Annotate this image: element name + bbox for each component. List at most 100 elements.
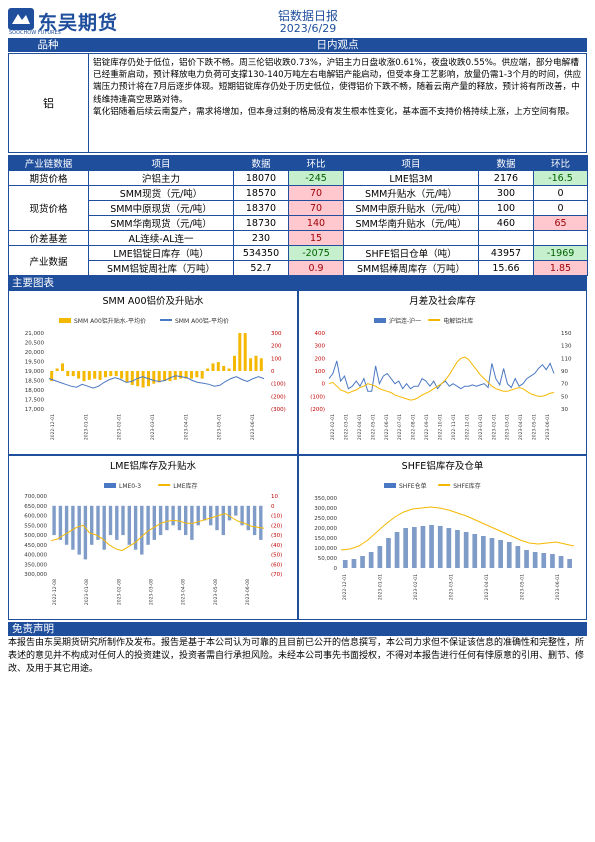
warrant-bar xyxy=(437,526,443,568)
y-tick-label: 300 xyxy=(315,344,326,350)
y-tick-label: 150,000 xyxy=(314,536,337,542)
x-tick-label: 2022-06-01 xyxy=(384,414,390,440)
x-tick-label: 2023-04-01 xyxy=(484,574,490,600)
daily-view-box: 铝 铝锭库存仍处于低位，铝价下跌不畅。周三伦铝收跌0.73%，沪铝主力日盘收涨0… xyxy=(8,53,587,153)
value-cell: 52.7 xyxy=(233,260,289,276)
x-tick-label: 2023-03-01 xyxy=(505,414,511,440)
chart-smm-price-premium: SMM A00铝升贴水-平均价 SMM A00铝-平均价 21,000 20,500 2… xyxy=(25,317,286,440)
y-tick-label: 150 xyxy=(561,331,572,337)
spread-bar xyxy=(152,505,156,540)
spread-bar xyxy=(90,505,94,545)
spread-bar xyxy=(140,505,144,555)
stock-line xyxy=(50,512,265,552)
table-header: 环比 xyxy=(533,155,588,171)
warrant-bar xyxy=(412,527,417,568)
disclaimer-header: 免责声明 xyxy=(12,623,54,635)
spread-bar xyxy=(177,505,182,531)
chart-lme-stock-spread: LME0-3 LME库存 700,000 650,000 600,000 550,000 5… xyxy=(24,482,282,605)
warrant-bar xyxy=(541,553,547,568)
item-cell: 沪铝主力 xyxy=(88,170,234,186)
company-logo: 东吴期货 SOOCHOW FUTURES xyxy=(8,6,148,36)
y-tick-label: 700,000 xyxy=(24,494,47,500)
chart-panel: LME铝库存及升贴水 LME0-3 LME库存 700,000 650,000 600,… xyxy=(8,455,298,620)
y-tick-label: 30 xyxy=(561,407,568,413)
spread-bar xyxy=(102,505,106,550)
warrant-bar xyxy=(446,528,452,568)
y-tick-label: 650,000 xyxy=(24,504,47,510)
x-tick-label: 2022-10-01 xyxy=(438,414,444,440)
warrant-bar xyxy=(550,554,555,568)
warrant-bar xyxy=(360,556,365,568)
group-cell: 现货价格 xyxy=(8,185,89,231)
x-tick-label: 2023-01-01 xyxy=(378,574,384,600)
item-cell: LME铝锭日库存（吨） xyxy=(88,245,234,261)
premium-bar xyxy=(152,371,156,384)
legend-label: SHFE库存 xyxy=(453,482,481,490)
premium-bar xyxy=(50,371,54,382)
legend-swatch xyxy=(438,484,451,486)
premium-bar xyxy=(163,371,167,382)
change-cell: 0 xyxy=(533,200,588,216)
y-tick-label: 17,000 xyxy=(25,407,45,413)
stock-line xyxy=(328,356,555,401)
premium-bar xyxy=(227,368,231,371)
x-tick-label: 2023-02-01 xyxy=(117,414,123,440)
premium-bar xyxy=(195,371,199,378)
y-tick-label: 350,000 xyxy=(24,562,47,568)
table-row: 价差基差 AL连续-AL连一 230 15 xyxy=(8,230,588,246)
y-tick-label: 17,500 xyxy=(25,398,45,404)
y-tick-label: 130 xyxy=(561,344,572,350)
report-date: 2023/6/29 xyxy=(279,22,337,35)
y-tick-label: 20,500 xyxy=(25,341,45,347)
warrant-bar xyxy=(455,530,460,568)
premium-bar xyxy=(125,371,129,383)
y-tick-label: 100,000 xyxy=(314,546,337,552)
price-line xyxy=(48,375,265,389)
spread-bar xyxy=(209,505,213,526)
y-tick-label: 300 xyxy=(271,331,282,337)
table-header: 项目 xyxy=(88,155,234,171)
legend-label: SHFE仓单 xyxy=(399,482,427,490)
warrant-bar xyxy=(342,560,348,568)
legend-swatch xyxy=(59,318,71,323)
premium-bar xyxy=(104,371,107,378)
y-tick-label: (70) xyxy=(271,572,282,578)
x-tick-label: 2022-12-01 xyxy=(50,414,56,440)
legend-label: LME0-3 xyxy=(119,483,141,490)
y-tick-label: 400 xyxy=(315,331,326,337)
report-header: 东吴期货 SOOCHOW FUTURES 铝数据日报 2023/6/29 xyxy=(8,6,587,36)
item-cell: SMM铝棒周库存（万吨） xyxy=(343,260,479,276)
premium-bar xyxy=(71,371,75,377)
x-tick-label: 2023-01-01 xyxy=(83,414,89,440)
legend-label: SMM A00铝升贴水-平均价 xyxy=(74,317,146,325)
warrant-bar xyxy=(386,538,391,568)
warrant-bar xyxy=(394,532,400,568)
x-tick-label: 2023-03-01 xyxy=(449,574,455,600)
spread-bar xyxy=(64,505,69,545)
change-cell: 0 xyxy=(533,185,588,201)
y-tick-label: 200 xyxy=(271,344,282,350)
spread-bar xyxy=(52,505,56,536)
y-tick-label: 250,000 xyxy=(314,516,337,522)
y-tick-label: (200) xyxy=(310,407,325,413)
x-tick-label: 2023-04-08 xyxy=(181,579,187,605)
y-tick-label: 300,000 xyxy=(24,572,47,578)
warrant-bar xyxy=(472,534,478,568)
y-tick-label: 0 xyxy=(334,566,338,572)
table-row: 产业数据 LME铝锭日库存（吨） 534350 -2075 SHFE铝日仓单（吨… xyxy=(8,245,588,276)
table-row: SMM中原现货（元/吨） 18370 70 SMM中原升贴水（元/吨） 100 … xyxy=(9,200,588,216)
x-tick-label: 2022-02-01 xyxy=(330,414,336,440)
chart-title: SMM A00铝价及升贴水 xyxy=(102,296,204,307)
x-tick-label: 2022-11-01 xyxy=(451,414,457,440)
view-paragraph: 氧化铝随着后续云南复产，需求将增加，但本身过剩的格局没有发生根本性变化，基本面不… xyxy=(93,106,575,117)
legend-swatch xyxy=(384,483,396,488)
value-cell: 18730 xyxy=(233,215,289,231)
legend-swatch xyxy=(158,484,171,486)
warrant-bar xyxy=(403,528,408,568)
company-name: 东吴期货 xyxy=(38,12,119,34)
industry-data-table: 产业链数据 项目 数据 环比 项目 数据 环比 期货价格 沪铝主力 18070 … xyxy=(8,155,588,276)
premium-bar xyxy=(141,371,145,388)
premium-bar xyxy=(109,371,113,377)
group-cell: 价差基差 xyxy=(8,230,89,246)
premium-bar xyxy=(200,371,204,379)
